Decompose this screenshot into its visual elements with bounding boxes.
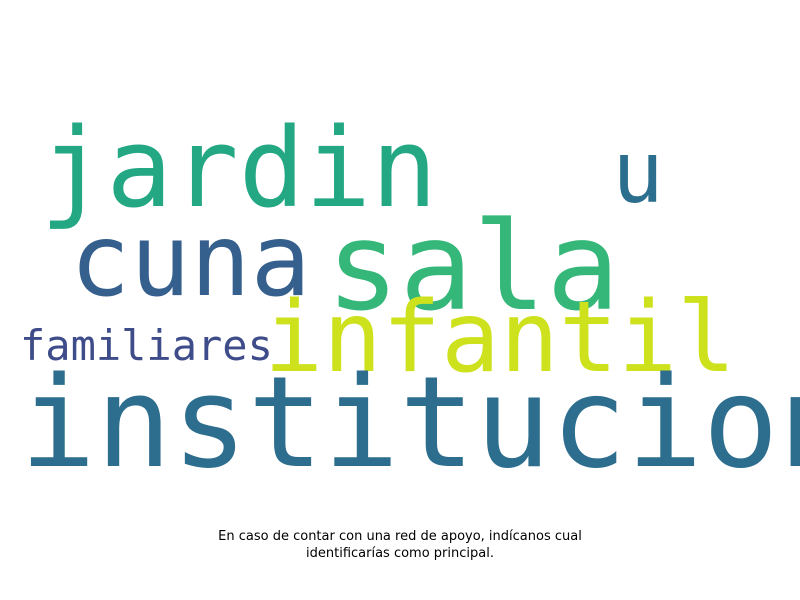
caption-line-2: identificarías como principal.: [306, 546, 494, 561]
word-institucion: institucion: [20, 349, 800, 496]
word-u: u: [612, 123, 664, 223]
caption-line-1: En caso de contar con una red de apoyo, …: [218, 529, 582, 544]
word-cuna: cuna: [70, 202, 311, 319]
word-familiares: familiares: [20, 321, 273, 370]
word-jardin: jardin: [40, 104, 438, 232]
word-sala: sala: [326, 196, 620, 338]
word-infantil: infantil: [264, 281, 737, 395]
figure-caption: En caso de contar con una red de apoyo, …: [150, 528, 650, 562]
